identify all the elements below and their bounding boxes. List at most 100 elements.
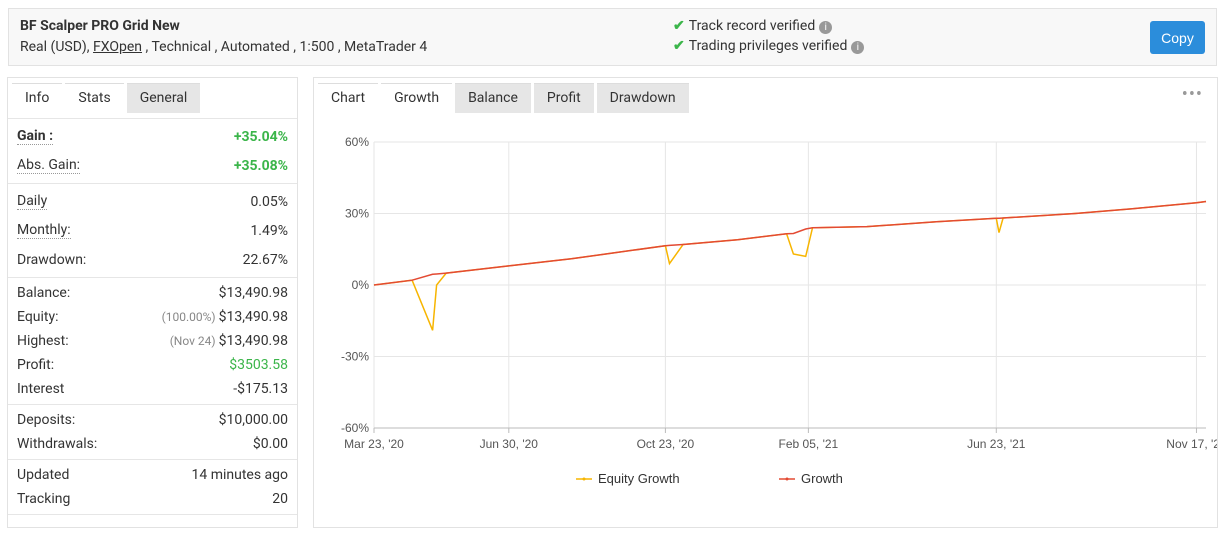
stat-row: Gain : +35.04%	[8, 122, 297, 151]
y-tick-label: -30%	[341, 350, 369, 364]
stat-value-wrap: (Nov 24) $13,490.98	[170, 333, 288, 349]
stat-label: Daily	[17, 193, 48, 210]
stats-panel: Info Stats General Gain : +35.04% Abs. Gain:…	[7, 77, 298, 528]
stat-label: Withdrawals:	[17, 436, 98, 452]
stat-value-wrap: +35.04%	[234, 129, 288, 145]
account-type: Real (USD),	[20, 39, 90, 55]
stat-row: Equity: (100.00%) $13,490.98	[8, 305, 297, 329]
stat-value-wrap: $3503.58	[229, 357, 288, 373]
chart-tabs: Chart Growth Balance Profit Drawdown	[314, 83, 692, 113]
stat-value: $3503.58	[229, 357, 288, 373]
menu-icon[interactable]: •••	[1181, 84, 1203, 105]
tab[interactable]: Stats	[65, 83, 124, 113]
stat-value: $10,000.00	[218, 412, 288, 428]
stat-value: $13,490.98	[218, 285, 288, 301]
stat-row: Interest -$175.13	[8, 377, 297, 401]
verified-item: ✔ Trading privileges verified i	[673, 38, 865, 54]
stats-group: Balance: $13,490.98 Equity: (100.00%) $13,49…	[8, 278, 297, 405]
y-tick-label: 60%	[345, 135, 369, 149]
legend-dot	[582, 477, 586, 481]
tab[interactable]: General	[126, 83, 201, 113]
stat-label: Drawdown:	[17, 251, 87, 268]
stat-label: Monthly:	[17, 222, 71, 239]
x-tick-label: Nov 17, '21	[1166, 437, 1217, 451]
stat-row: Deposits: $10,000.00	[8, 408, 297, 432]
stat-row: Balance: $13,490.98	[8, 281, 297, 305]
tab[interactable]: Chart	[318, 83, 379, 113]
stats-group: Daily 0.05% Monthly: 1.49% Drawdown: 22.67%	[8, 184, 297, 278]
stat-label: Tracking	[17, 491, 71, 507]
stat-label: Profit:	[17, 357, 55, 373]
tab[interactable]: Drawdown	[596, 83, 689, 113]
stat-row: Drawdown: 22.67%	[8, 245, 297, 274]
stat-label: Highest:	[17, 333, 69, 349]
tab[interactable]: Info	[12, 83, 63, 113]
x-tick-label: Jun 30, '20	[480, 437, 539, 451]
stat-value-wrap: (100.00%) $13,490.98	[162, 309, 288, 325]
stat-label: Updated	[17, 467, 70, 483]
x-tick-label: Mar 23, '20	[344, 437, 404, 451]
tab[interactable]: Profit	[533, 83, 594, 113]
stats-list: Gain : +35.04% Abs. Gain: +35.08% Daily 0.05%…	[8, 118, 297, 515]
stat-label: Gain :	[17, 128, 54, 145]
x-tick-label: Jun 23, '21	[967, 437, 1026, 451]
stat-label: Equity:	[17, 309, 59, 325]
stat-value-wrap: 14 minutes ago	[191, 467, 288, 483]
stat-value-wrap: $10,000.00	[219, 412, 288, 428]
header: BF Scalper PRO Grid New Real (USD), FXOp…	[8, 8, 1217, 66]
stat-row: Updated 14 minutes ago	[8, 463, 297, 487]
verified-item: ✔ Track record verified i	[673, 18, 833, 34]
verified-text: Track record verified	[688, 18, 816, 34]
stat-value-wrap: $13,490.98	[219, 285, 288, 301]
system-subtitle: Real (USD), FXOpen , Technical , Automat…	[20, 39, 427, 55]
stat-row: Daily 0.05%	[8, 187, 297, 216]
stat-note: (Nov 24)	[169, 334, 216, 348]
stat-value: 20	[272, 491, 288, 507]
tab[interactable]: Growth	[381, 83, 453, 113]
stat-row: Tracking 20	[8, 487, 297, 511]
account-details: , Technical , Automated , 1:500 , MetaTr…	[145, 39, 428, 55]
stat-value: $0.00	[252, 436, 288, 452]
verified-text: Trading privileges verified	[688, 38, 848, 54]
series-line	[373, 200, 1207, 286]
stats-group: Deposits: $10,000.00 Withdrawals: $0.00	[8, 405, 297, 460]
legend-label: Equity Growth	[598, 471, 680, 486]
stat-value: +35.08%	[233, 157, 288, 174]
system-title: BF Scalper PRO Grid New	[20, 18, 180, 34]
stat-label: Deposits:	[17, 412, 76, 428]
stat-label: Interest	[17, 381, 65, 397]
stats-group: Updated 14 minutes ago Tracking 20	[8, 460, 297, 515]
stat-value: 14 minutes ago	[191, 467, 288, 483]
stat-value-wrap: +35.08%	[234, 158, 288, 174]
x-tick-label: Oct 23, '20	[637, 437, 695, 451]
stat-value-wrap: 22.67%	[243, 252, 288, 268]
y-tick-label: 0%	[352, 278, 370, 292]
stats-tabs: Info Stats General	[8, 83, 203, 113]
legend-label: Growth	[801, 471, 843, 486]
tab[interactable]: Balance	[455, 83, 531, 113]
stat-value: +35.04%	[233, 128, 288, 145]
stat-value: $13,490.98	[218, 309, 288, 325]
copy-button[interactable]: Copy	[1150, 21, 1205, 54]
stat-value-wrap: 20	[272, 491, 288, 507]
stat-value: $13,490.98	[218, 333, 288, 349]
chart: 60% 30% 0% -30% -60% Mar 23, '20 Jun 30, '20 Oc…	[341, 135, 1217, 486]
stat-value: 0.05%	[250, 193, 288, 210]
x-tick-label: Feb 05, '21	[779, 437, 839, 451]
stat-row: Abs. Gain: +35.08%	[8, 151, 297, 180]
stat-value-wrap: -$175.13	[233, 381, 288, 397]
y-tick-label: -60%	[341, 421, 369, 435]
stat-value: -$175.13	[233, 381, 288, 397]
legend-dot	[785, 477, 789, 481]
stat-note: (100.00%)	[161, 310, 216, 324]
stat-row: Highest: (Nov 24) $13,490.98	[8, 329, 297, 353]
stats-group: Gain : +35.04% Abs. Gain: +35.08%	[8, 119, 297, 184]
broker-link[interactable]: FXOpen	[93, 39, 143, 55]
stat-value-wrap: $0.00	[253, 436, 288, 452]
stat-value: 1.49%	[250, 222, 288, 239]
stat-value: 22.67%	[242, 251, 288, 268]
stat-row: Profit: $3503.58	[8, 353, 297, 377]
stat-value-wrap: 0.05%	[250, 194, 288, 210]
stat-label: Balance:	[17, 285, 71, 301]
